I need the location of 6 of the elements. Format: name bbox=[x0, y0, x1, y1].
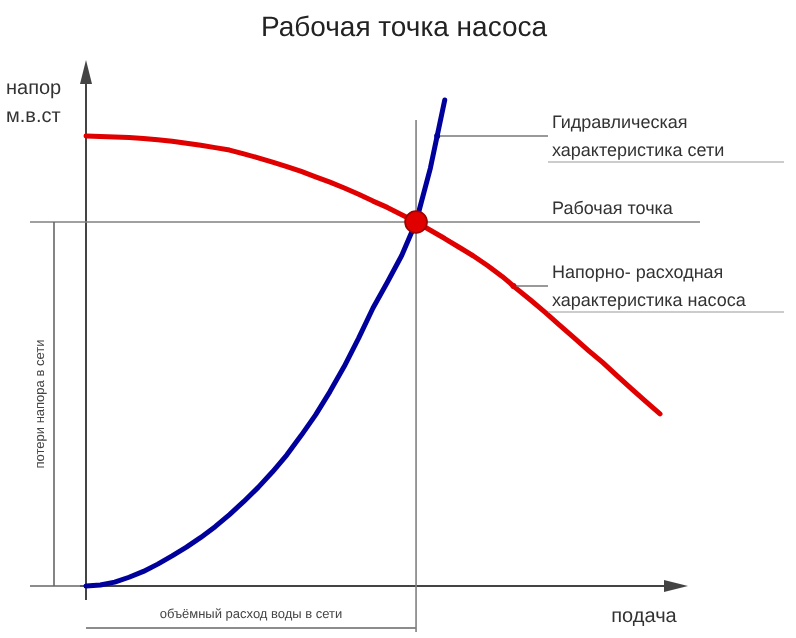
text: Гидравлическая характеристика сети bbox=[552, 112, 725, 160]
x-axis-title: подача bbox=[611, 606, 678, 628]
y-axis-title: напор м.в.ст bbox=[6, 78, 63, 128]
chart-title: Рабочая точка насоса bbox=[260, 10, 548, 42]
ref-line-label: Рабочая точка bbox=[552, 197, 673, 218]
legend-label: Напорно- расходная характеристика насоса bbox=[552, 262, 746, 310]
